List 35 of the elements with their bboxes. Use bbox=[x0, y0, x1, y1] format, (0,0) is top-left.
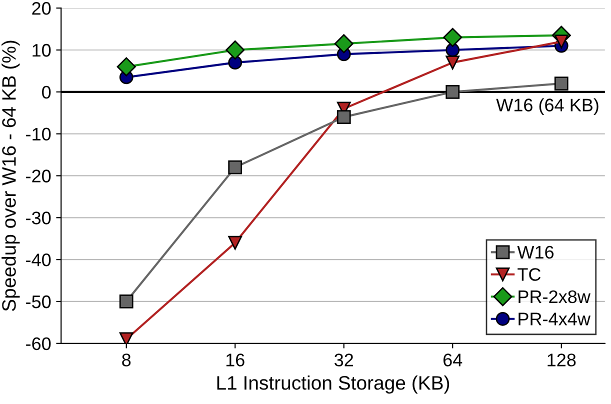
y-axis-title: Speedup over W16 - 64 KB (%) bbox=[2, 40, 20, 312]
point bbox=[116, 57, 136, 76]
ref-line-label: W16 (64 KB) bbox=[496, 98, 598, 116]
y-tick-label: -40 bbox=[26, 254, 51, 266]
point bbox=[119, 294, 134, 308]
point bbox=[554, 34, 568, 49]
point bbox=[119, 332, 134, 344]
y-tick-label: -20 bbox=[26, 170, 51, 182]
y-tick-label: 10 bbox=[32, 44, 51, 57]
x-tick-label: 8 bbox=[122, 354, 131, 366]
point bbox=[446, 56, 460, 70]
point bbox=[443, 28, 462, 47]
x-tick-label: 16 bbox=[226, 354, 244, 366]
x-tick-label: 32 bbox=[334, 354, 354, 366]
y-tick-label: -10 bbox=[26, 128, 51, 141]
x-tick-label: 64 bbox=[444, 354, 462, 366]
point bbox=[228, 56, 242, 70]
x-tick-label: 128 bbox=[548, 354, 576, 366]
point bbox=[336, 110, 351, 124]
point bbox=[228, 236, 242, 250]
y-tick-label: -30 bbox=[26, 212, 51, 224]
y-tick-label: -60 bbox=[26, 337, 51, 350]
legend-label: TC bbox=[518, 268, 541, 281]
point bbox=[226, 40, 245, 60]
y-tick-label: 0 bbox=[42, 86, 51, 99]
point bbox=[334, 34, 354, 54]
legend-label: W16 bbox=[517, 246, 554, 259]
point bbox=[228, 160, 242, 174]
y-tick-label: -50 bbox=[26, 295, 51, 308]
legend-label: PR-4x4w bbox=[518, 312, 590, 326]
point bbox=[554, 76, 568, 90]
legend-label: PR-2x8w bbox=[518, 290, 590, 304]
point bbox=[446, 84, 460, 99]
y-tick-label: 20 bbox=[32, 2, 51, 15]
x-axis-title: L1 Instruction Storage (KB) bbox=[217, 376, 450, 394]
